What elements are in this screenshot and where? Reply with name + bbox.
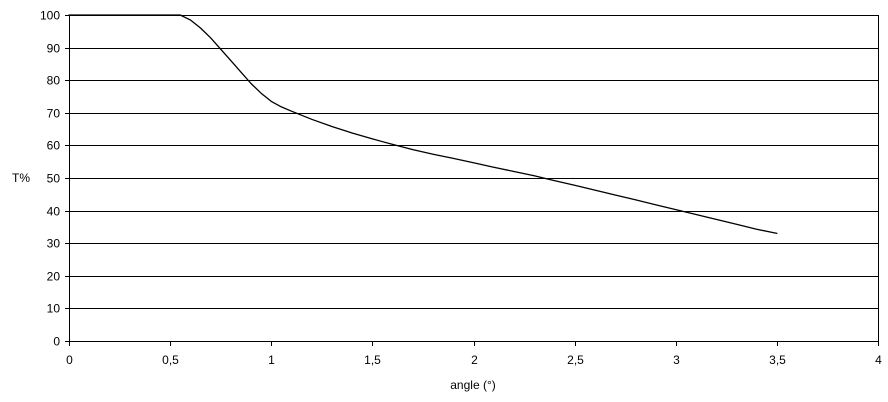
x-tick-label: 0 <box>66 353 73 367</box>
y-tick-label: 50 <box>47 172 61 186</box>
x-tick-label: 0,5 <box>162 353 179 367</box>
series-lines <box>68 14 778 235</box>
x-tick-label: 2,5 <box>567 353 584 367</box>
y-tick-label: 20 <box>47 270 61 284</box>
x-tick-label: 1 <box>268 353 275 367</box>
x-axis-title: angle (°) <box>450 378 496 392</box>
x-tick-label: 1,5 <box>364 353 381 367</box>
y-tick-label: 10 <box>47 302 61 316</box>
y-tick-label: 80 <box>47 74 61 88</box>
axes <box>65 15 879 346</box>
gridlines <box>69 15 879 341</box>
x-tick-label: 3,5 <box>769 353 786 367</box>
y-tick-label: 70 <box>47 107 61 121</box>
y-tick-label: 100 <box>40 9 60 23</box>
y-tick-label: 0 <box>53 335 60 349</box>
y-tick-label: 30 <box>47 237 61 251</box>
y-axis-title: T% <box>12 171 30 185</box>
series-line <box>68 14 778 235</box>
x-tick-label: 3 <box>673 353 680 367</box>
y-tick-label: 40 <box>47 205 61 219</box>
x-tick-label: 2 <box>471 353 478 367</box>
y-tick-label: 60 <box>47 139 61 153</box>
y-tick-label: 90 <box>47 42 61 56</box>
tick-labels: 0 10 20 30 40 50 60 70 80 90 100 0 0,5 1 1,5 2 2,5 3 3,5 4 <box>40 9 882 368</box>
x-tick-label: 4 <box>875 353 882 367</box>
